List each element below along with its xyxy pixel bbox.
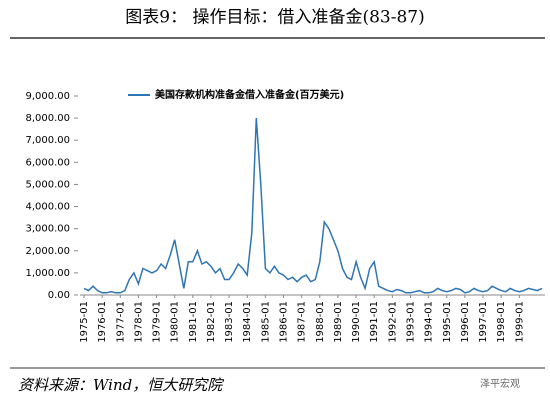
x-tick-label: 1989-01 <box>333 301 344 343</box>
y-tick-label: 0.00 <box>48 290 70 301</box>
x-tick-label: 1996-01 <box>460 301 471 343</box>
x-tick-label: 1993-01 <box>405 301 416 343</box>
x-tick-label: 1979-01 <box>152 301 163 343</box>
x-tick-label: 1981-01 <box>188 301 199 343</box>
x-tick-label: 1997-01 <box>478 301 489 343</box>
y-tick-label: 9,000.00 <box>25 91 70 102</box>
x-tick-label: 1992-01 <box>387 301 398 343</box>
x-tick-label: 1985-01 <box>260 301 271 343</box>
x-tick-label: 1984-01 <box>242 301 253 343</box>
legend-label: 美国存款机构准备金借入准备金(百万美元) <box>155 88 344 101</box>
x-tick-label: 1999-01 <box>514 301 525 343</box>
series-line <box>83 118 543 294</box>
x-tick-label: 1982-01 <box>206 301 217 343</box>
y-tick-label: 5,000.00 <box>25 179 70 190</box>
y-tick-label: 3,000.00 <box>25 224 70 235</box>
y-tick-label: 8,000.00 <box>25 113 70 124</box>
x-tick-label: 1986-01 <box>279 301 290 343</box>
y-tick-label: 1,000.00 <box>25 268 70 279</box>
x-tick-label: 1991-01 <box>369 301 380 343</box>
page-title: 图表9： 操作目标：借入准备金(83-87) <box>125 8 425 28</box>
x-tick-label: 1983-01 <box>224 301 235 343</box>
x-tick-label: 1980-01 <box>170 301 181 343</box>
x-tick-label: 1988-01 <box>315 301 326 343</box>
x-tick-label: 1978-01 <box>133 301 144 343</box>
x-tick-label: 1987-01 <box>297 301 308 343</box>
y-tick-label: 4,000.00 <box>25 202 70 213</box>
source: 资料来源：Wind，恒大研究院 <box>18 376 224 394</box>
y-tick-label: 2,000.00 <box>25 246 70 257</box>
y-tick-label: 7,000.00 <box>25 135 70 146</box>
x-tick-label: 1998-01 <box>496 301 507 343</box>
y-tick-label: 6,000.00 <box>25 157 70 168</box>
x-tick-label: 1994-01 <box>424 301 435 343</box>
x-tick-label: 1976-01 <box>97 301 108 343</box>
watermark: 泽平宏观 <box>480 377 520 390</box>
x-tick-label: 1995-01 <box>442 301 453 343</box>
x-tick-label: 1977-01 <box>115 301 126 343</box>
x-tick-label: 1975-01 <box>79 301 90 343</box>
x-tick-label: 1990-01 <box>351 301 362 343</box>
